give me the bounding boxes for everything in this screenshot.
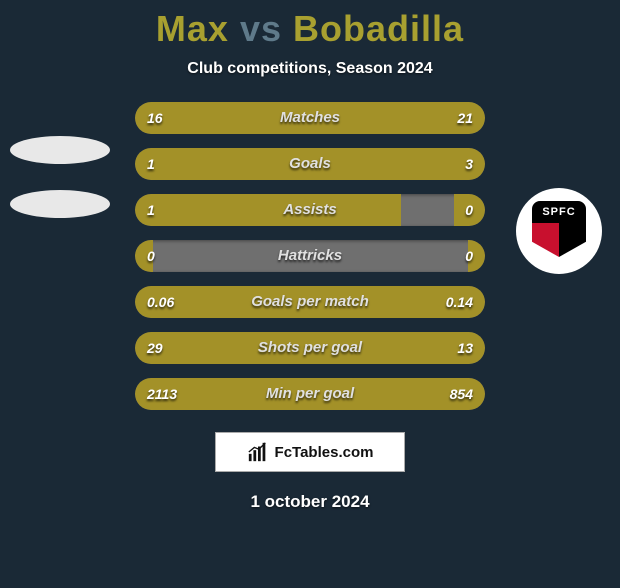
stat-row: Matches16 21 xyxy=(135,102,485,134)
right-team-crest: SPFC xyxy=(510,168,610,298)
date-label: 1 october 2024 xyxy=(0,492,620,512)
stat-label: Assists xyxy=(135,194,485,226)
stat-row: Goals1 3 xyxy=(135,148,485,180)
stat-value-right: 13 xyxy=(457,332,473,364)
subtitle: Club competitions, Season 2024 xyxy=(0,60,620,78)
brand-text: FcTables.com xyxy=(275,444,374,461)
crest-ellipse xyxy=(10,190,110,218)
stat-row: Shots per goal29 13 xyxy=(135,332,485,364)
stat-value-left: 1 xyxy=(147,194,155,226)
stat-value-left: 0 xyxy=(147,240,155,272)
stat-value-left: 16 xyxy=(147,102,163,134)
stat-value-right: 0 xyxy=(465,194,473,226)
stat-value-left: 1 xyxy=(147,148,155,180)
stat-bars-container: Matches1621Goals13Assists10Hattricks00Go… xyxy=(135,102,485,410)
crest-ellipse xyxy=(10,136,110,164)
stat-value-right: 21 xyxy=(457,102,473,134)
shield-colors xyxy=(532,223,586,257)
stat-value-left: 2113 xyxy=(147,378,177,410)
vs-word: vs xyxy=(240,8,282,49)
stat-label: Goals per match xyxy=(135,286,485,318)
stat-value-right: 3 xyxy=(465,148,473,180)
stat-row: Hattricks0 0 xyxy=(135,240,485,272)
stat-label: Hattricks xyxy=(135,240,485,272)
spfc-logo: SPFC xyxy=(516,188,602,274)
left-team-crest xyxy=(10,118,110,248)
stat-value-right: 0.14 xyxy=(446,286,473,318)
player2-name: Bobadilla xyxy=(293,8,464,49)
stat-row: Min per goal2113 854 xyxy=(135,378,485,410)
stat-label: Matches xyxy=(135,102,485,134)
stat-value-right: 854 xyxy=(450,378,473,410)
stat-label: Shots per goal xyxy=(135,332,485,364)
brand-box: FcTables.com xyxy=(215,432,405,472)
chart-icon xyxy=(247,441,269,463)
shield-text: SPFC xyxy=(532,201,586,223)
stat-row: Assists1 0 xyxy=(135,194,485,226)
stat-label: Min per goal xyxy=(135,378,485,410)
player1-name: Max xyxy=(156,8,229,49)
stat-value-left: 0.06 xyxy=(147,286,174,318)
stat-value-left: 29 xyxy=(147,332,163,364)
comparison-title: Max vs Bobadilla xyxy=(0,8,620,50)
stat-row: Goals per match0.06 0.14 xyxy=(135,286,485,318)
stat-value-right: 0 xyxy=(465,240,473,272)
stat-label: Goals xyxy=(135,148,485,180)
